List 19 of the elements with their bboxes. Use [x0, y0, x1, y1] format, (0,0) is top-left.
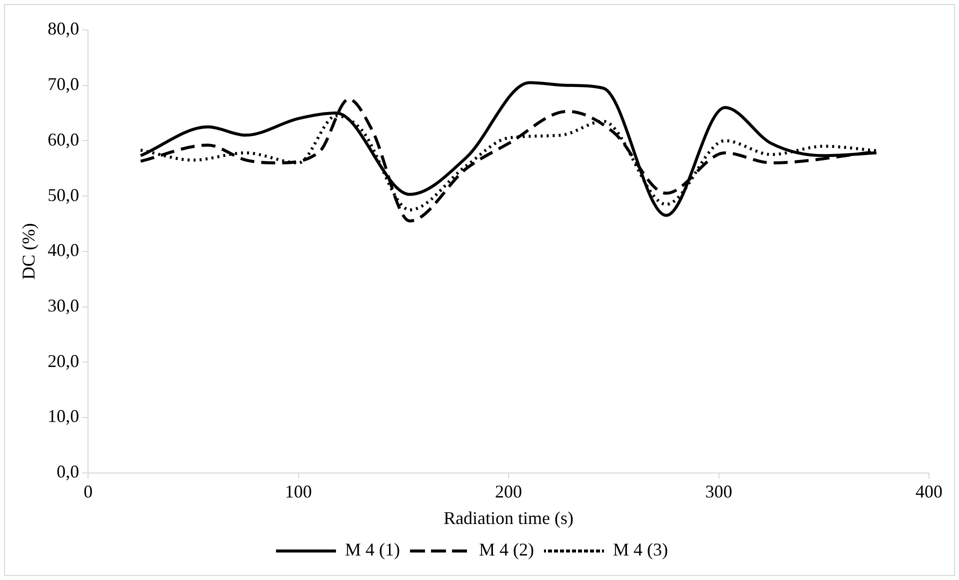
- y-tick-label: 40,0: [48, 240, 80, 260]
- y-tick-label: 60,0: [48, 129, 80, 150]
- legend-label: M 4 (2): [479, 540, 534, 560]
- y-tick-label: 10,0: [48, 406, 80, 426]
- x-tick-label: 400: [916, 481, 942, 502]
- y-tick-label: 80,0: [48, 18, 80, 39]
- y-tick-label: 30,0: [48, 295, 80, 316]
- x-tick-label: 200: [495, 481, 522, 502]
- y-axis-title: DC (%): [18, 223, 39, 280]
- y-tick-label: 70,0: [48, 74, 80, 94]
- x-axis-title: Radiation time (s): [444, 508, 574, 528]
- y-tick-label: 0,0: [56, 462, 80, 482]
- y-tick-label: 50,0: [48, 184, 80, 205]
- y-tick-label: 20,0: [48, 350, 80, 371]
- legend-label: M 4 (3): [612, 540, 668, 560]
- x-tick-label: 0: [84, 481, 93, 502]
- x-tick-label: 300: [705, 481, 732, 502]
- legend-label: M 4 (1): [345, 540, 400, 560]
- x-tick-label: 100: [284, 481, 312, 502]
